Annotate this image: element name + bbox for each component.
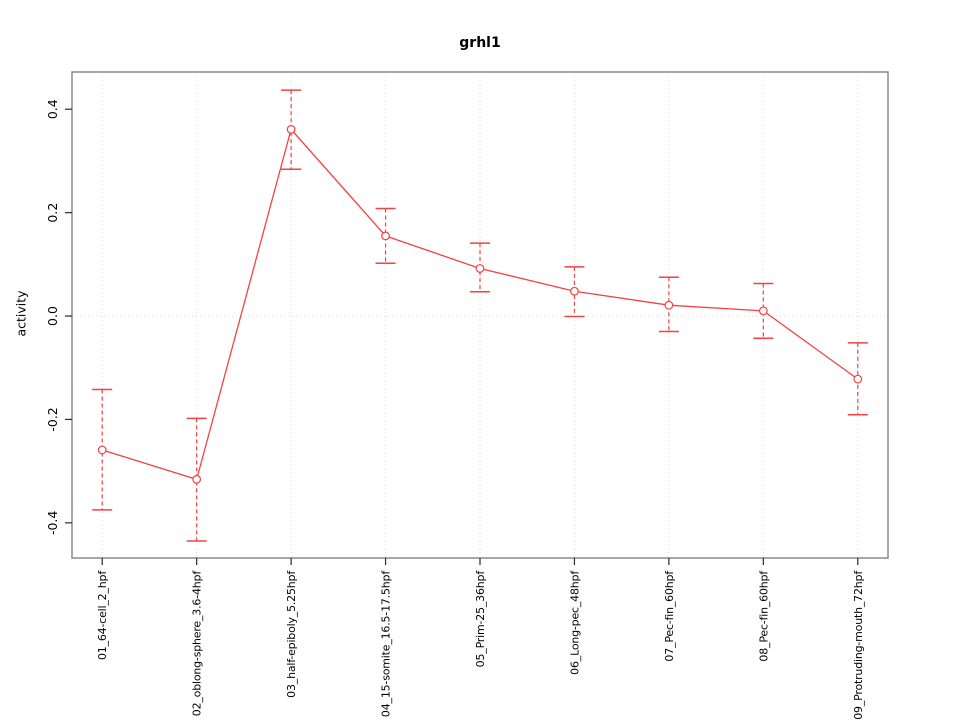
y-tick-label: -0.2	[45, 407, 60, 431]
y-axis: -0.4 -0.2 0.0 0.2 0.4	[45, 99, 72, 535]
x-axis: 01_64-cell_2_hpf 02_oblong-sphere_3.6-4hp…	[96, 558, 865, 720]
x-tick-label: 06_Long-pec_48hpf	[568, 570, 581, 675]
data-point	[475, 264, 485, 273]
data-points	[97, 124, 863, 484]
data-point	[664, 300, 674, 310]
chart-title: grhl1	[459, 35, 501, 51]
y-tick-label: 0.4	[45, 99, 60, 119]
y-tick-label: -0.4	[45, 511, 60, 535]
data-point	[570, 286, 579, 296]
x-tick-label: 01_64-cell_2_hpf	[96, 570, 109, 660]
y-tick-label: 0.0	[45, 306, 60, 326]
data-point	[381, 231, 390, 241]
x-tick-label: 07_Pec-fin_60hpf	[663, 570, 676, 662]
error-bars	[92, 89, 868, 542]
x-tick-label: 08_Pec-fin_60hpf	[757, 570, 770, 662]
data-point	[853, 374, 863, 384]
x-tick-label: 04_15-somite_16.5-17.5hpf	[380, 570, 393, 717]
y-tick-label: 0.2	[45, 203, 60, 223]
data-point	[192, 475, 202, 484]
x-tick-label: 02_oblong-sphere_3.6-4hpf	[191, 570, 204, 717]
x-tick-label: 03_half-epiboly_5.25hpf	[285, 570, 298, 698]
data-point	[286, 124, 296, 134]
x-tick-label: 05_Prim-25_36hpf	[474, 570, 487, 668]
data-point	[97, 445, 107, 455]
data-point	[758, 306, 768, 316]
x-tick-label: 09_Protruding-mouth_72hpf	[852, 570, 865, 720]
gridlines	[72, 72, 888, 558]
